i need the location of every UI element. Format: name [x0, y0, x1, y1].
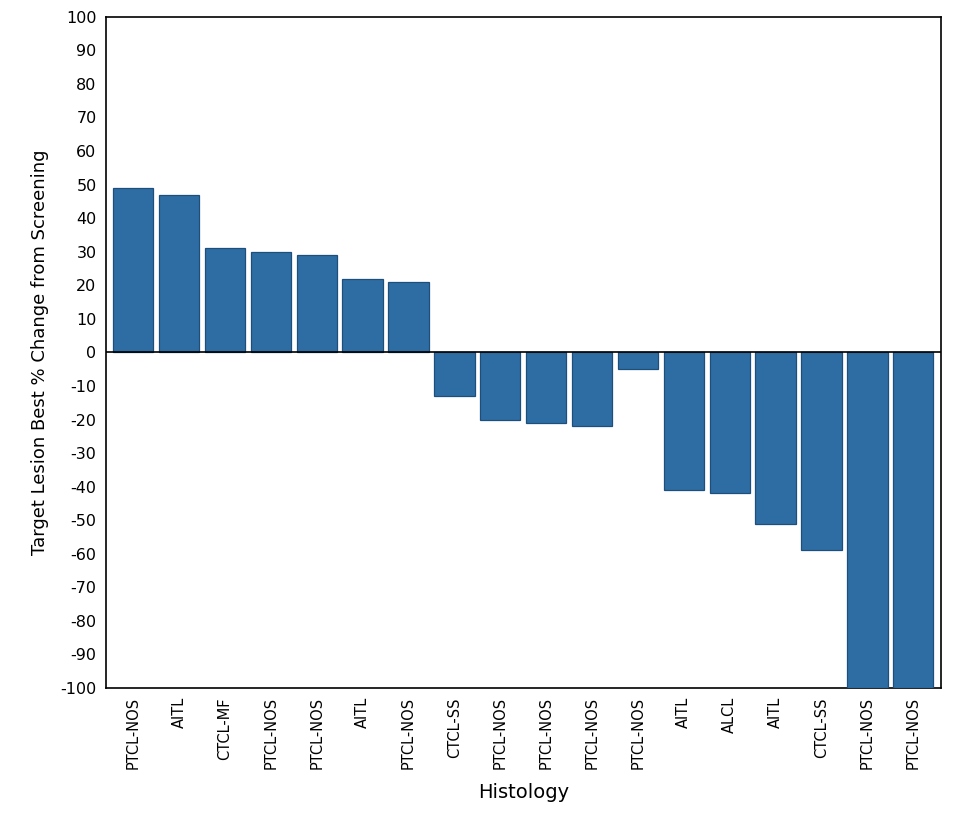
- Bar: [709, 352, 750, 493]
- Bar: [572, 352, 612, 426]
- Bar: [756, 352, 796, 524]
- Bar: [617, 352, 659, 369]
- Bar: [113, 188, 154, 352]
- Bar: [802, 352, 842, 550]
- Bar: [434, 352, 474, 396]
- Bar: [297, 255, 337, 352]
- Y-axis label: Target Lesion Best % Change from Screening: Target Lesion Best % Change from Screeni…: [32, 149, 49, 555]
- Bar: [663, 352, 704, 490]
- Bar: [847, 352, 888, 688]
- Bar: [158, 195, 200, 352]
- Bar: [343, 279, 383, 352]
- Bar: [204, 248, 245, 352]
- Bar: [480, 352, 520, 420]
- Bar: [251, 252, 291, 352]
- Bar: [893, 352, 933, 688]
- Bar: [388, 282, 429, 352]
- X-axis label: Histology: Histology: [478, 783, 568, 802]
- Bar: [526, 352, 566, 423]
